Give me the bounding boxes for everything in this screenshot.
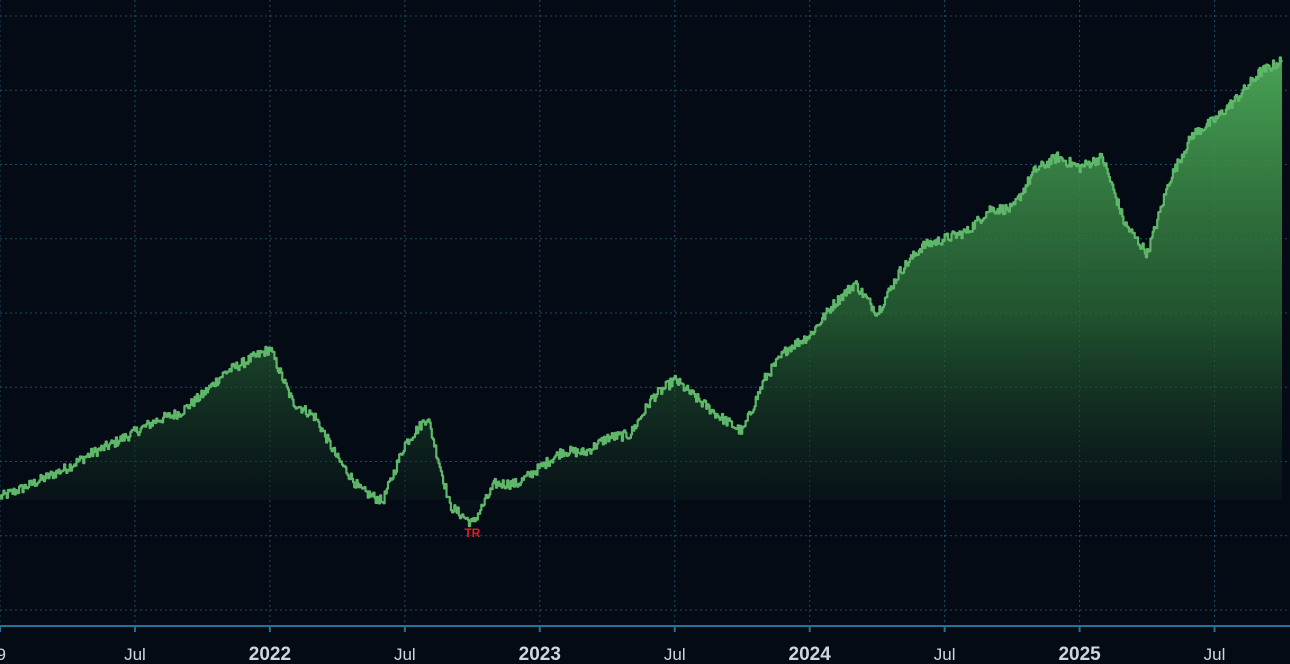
series-line — [0, 56, 1284, 528]
x-tick-label: Jul — [664, 645, 686, 664]
series-layer — [0, 56, 1284, 528]
x-tick-label: Jul — [934, 645, 956, 664]
series-area-fill — [0, 57, 1282, 527]
x-tick-label: 2022 — [249, 644, 291, 664]
x-tick-label: 2024 — [789, 644, 832, 664]
x-tick-label: Jul — [1204, 645, 1226, 664]
x-axis: 9 Jul 2022 Jul 2023 Jul 2024 Jul 2025 Jul — [0, 625, 1290, 664]
x-tick-label: Jul — [394, 645, 416, 664]
x-tick-label: 9 — [0, 645, 6, 664]
annotation-label: TR — [464, 526, 480, 540]
x-tick-label: 2023 — [519, 644, 561, 664]
x-tick-label: Jul — [124, 645, 146, 664]
annotations: TR — [464, 526, 480, 540]
x-tick-label: 2025 — [1058, 644, 1101, 664]
